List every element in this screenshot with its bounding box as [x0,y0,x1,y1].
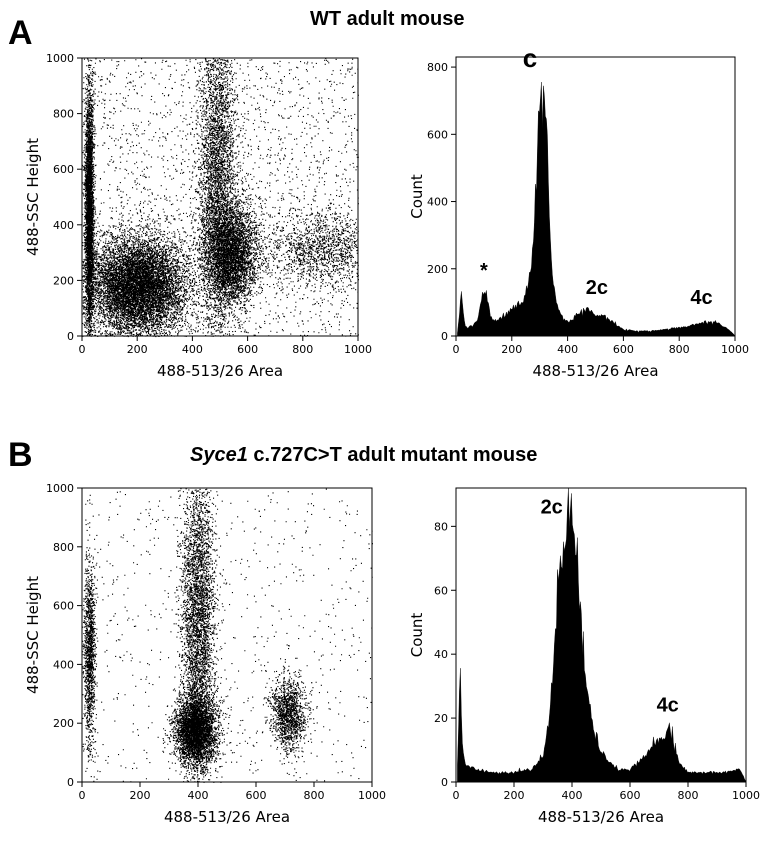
y-tick-label: 40 [434,648,448,661]
y-tick-label: 0 [67,330,74,343]
y-tick-label: 800 [53,108,74,121]
x-tick-label: 0 [79,343,86,356]
gene-name: Syce1 [190,444,248,466]
x-tick-label: 200 [130,789,151,802]
y-tick-label: 600 [53,163,74,176]
x-tick-label: 800 [292,343,313,356]
y-tick-label: 0 [67,776,74,789]
y-tick-label: 200 [53,274,74,287]
y-tick-label: 600 [427,128,448,141]
y-axis-label: 488-SSC Height [24,138,42,256]
scatter-points [82,58,359,338]
A-scatter-chart: 0 200 400 600 800 1000 0 200 400 600 800 1000 488-51… [24,52,372,380]
y-axis-label: 488-SSC Height [24,576,42,694]
x-tick-label: 600 [237,343,258,356]
y-tick-label: 800 [53,541,74,554]
x-tick-label: 1000 [721,343,749,356]
x-tick-label: 600 [246,789,267,802]
y-tick-label: 60 [434,584,448,597]
panel-letter-b: B [8,436,33,474]
x-tick-label: 200 [504,789,525,802]
y-tick-label: 80 [434,520,448,533]
x-tick-label: 600 [613,343,634,356]
scatter-point-cloud [82,58,359,338]
peak-annotation: * [480,260,488,282]
x-tick-label: 1000 [358,789,386,802]
plot-frame [81,487,373,783]
scatter-points [82,488,373,783]
x-axis-label: 488-513/26 Area [164,808,290,826]
panel-b-title: Syce1 c.727C>T adult mutant mouse [190,444,537,467]
scatter-point-cloud [82,488,373,783]
y-tick-label: 200 [53,717,74,730]
x-tick-label: 0 [79,789,86,802]
x-tick-label: 800 [678,789,699,802]
peak-annotation: 2c [586,277,608,299]
y-tick-label: 600 [53,600,74,613]
x-tick-label: 0 [453,789,460,802]
y-tick-label: 200 [427,263,448,276]
x-tick-label: 1000 [732,789,760,802]
y-tick-label: 800 [427,61,448,74]
y-tick-label: 0 [441,330,448,343]
x-tick-label: 200 [127,343,148,356]
x-tick-label: 400 [182,343,203,356]
panel-letter-a: A [8,14,33,52]
x-axis-label: 488-513/26 Area [532,362,658,380]
B-scatter-chart: 0 200 400 600 800 1000 0 200 400 600 800 1000 488-51… [24,482,386,826]
x-tick-label: 0 [453,343,460,356]
x-tick-label: 400 [188,789,209,802]
x-axis-label: 488-513/26 Area [538,808,664,826]
y-tick-label: 400 [53,658,74,671]
x-tick-label: 800 [669,343,690,356]
A-histogram-chart: 0 200 400 600 800 1000 0 200 400 600 800 488-513/26… [408,43,749,380]
y-tick-label: 0 [441,776,448,789]
plot-frame [81,57,359,337]
peak-annotation: 4c [657,695,679,717]
y-axis-label: Count [408,174,426,219]
y-axis-label: Count [408,613,426,658]
y-tick-label: 400 [427,196,448,209]
B-histogram-chart: 0 200 400 600 800 1000 0 20 40 60 80 488-513/26 Are… [408,487,760,826]
panel-a-title: WT adult mouse [310,8,465,30]
y-tick-label: 1000 [46,482,74,495]
peak-annotation: 2c [541,497,563,519]
peak-annotation: c [523,43,537,73]
plot-frame [455,487,747,783]
y-tick-label: 400 [53,219,74,232]
panel-b-title-rest: c.727C>T adult mutant mouse [247,444,538,466]
y-tick-label: 1000 [46,52,74,65]
x-axis-label: 488-513/26 Area [157,362,283,380]
x-tick-label: 200 [501,343,522,356]
x-tick-label: 800 [304,789,325,802]
histogram-area [457,82,736,337]
x-tick-label: 1000 [344,343,372,356]
y-tick-label: 20 [434,712,448,725]
histogram-area [457,487,747,783]
peak-annotation: 4c [690,287,712,309]
x-tick-label: 400 [557,343,578,356]
x-tick-label: 600 [620,789,641,802]
x-tick-label: 400 [562,789,583,802]
